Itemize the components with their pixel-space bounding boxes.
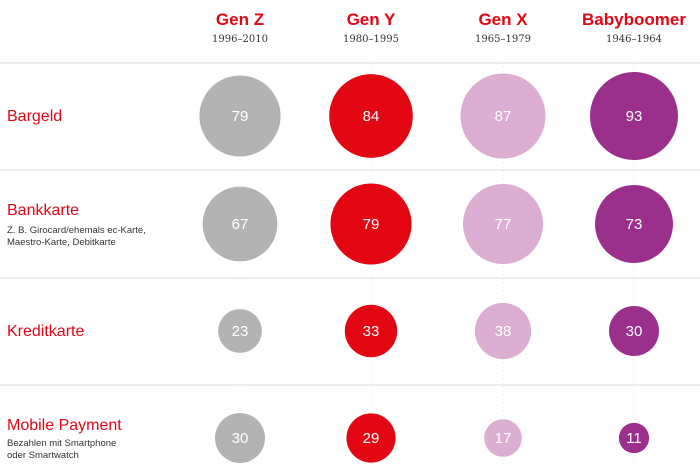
- bubble-gen-x-kreditkarte: [474, 302, 532, 360]
- column-headers: Gen Z 1996–2010 Gen Y 1980–1995 Gen X 1965–19…: [212, 10, 686, 45]
- row-sublabel-bankkarte-1: Z. B. Girocard/ehemals ec-Karte,: [7, 225, 146, 236]
- row-sublabel-mobile-payment-1: Bezahlen mit Smartphone: [7, 438, 116, 449]
- bubble-gen-y-bankkarte: [330, 183, 412, 265]
- header-gen-x: Gen X: [478, 10, 528, 29]
- bubble-gen-y-kreditkarte: [344, 304, 398, 358]
- header-years-gen-x: 1965–1979: [475, 34, 531, 45]
- value-label-gen-y-mobile-payment: 29: [363, 430, 380, 447]
- row-sublabel-bankkarte-2: Maestro-Karte, Debitkarte: [7, 237, 116, 248]
- bubble-babyboomer-kreditkarte: [609, 306, 659, 356]
- value-label-gen-z-kreditkarte: 23: [232, 323, 249, 340]
- header-gen-z: Gen Z: [216, 10, 264, 29]
- bubble-gen-x-bankkarte: [462, 183, 544, 265]
- value-label-gen-y-kreditkarte: 33: [363, 323, 380, 340]
- value-label-gen-z-bargeld: 79: [232, 108, 249, 125]
- row-sublabel-mobile-payment-2: oder Smartwatch: [7, 450, 79, 461]
- bubble-gen-z-bargeld: [199, 75, 281, 157]
- header-years-gen-z: 1996–2010: [212, 34, 268, 45]
- row-label-bankkarte: Bankkarte: [7, 202, 79, 219]
- bubble-gen-z-bankkarte: [202, 186, 278, 262]
- bubble-gen-z-kreditkarte: [218, 309, 262, 353]
- bubble-gen-x-bargeld: [460, 73, 546, 159]
- value-label-babyboomer-bargeld: 93: [626, 108, 643, 125]
- bubble-gen-y-mobile-payment: [346, 413, 396, 463]
- row-label-bargeld: Bargeld: [7, 108, 62, 125]
- row-label-mobile-payment: Mobile Payment: [7, 417, 122, 434]
- value-label-babyboomer-bankkarte: 73: [626, 216, 643, 233]
- row-label-kreditkarte: Kreditkarte: [7, 323, 84, 340]
- value-label-gen-x-bankkarte: 77: [495, 216, 512, 233]
- bubble-gen-z-mobile-payment: [215, 413, 265, 463]
- value-label-gen-x-bargeld: 87: [495, 108, 512, 125]
- value-label-gen-z-mobile-payment: 30: [232, 430, 249, 447]
- bubble-babyboomer-mobile-payment: [618, 422, 650, 454]
- row-labels: Bargeld Bankkarte Z. B. Girocard/ehemals e…: [7, 108, 146, 461]
- header-years-gen-y: 1980–1995: [343, 34, 399, 45]
- bubble-babyboomer-bargeld: [590, 72, 678, 160]
- header-years-babyboomer: 1946–1964: [606, 34, 662, 45]
- value-label-gen-y-bankkarte: 79: [363, 216, 380, 233]
- value-label-gen-z-bankkarte: 67: [232, 216, 249, 233]
- header-babyboomer: Babyboomer: [582, 10, 686, 29]
- value-label-gen-y-bargeld: 84: [363, 108, 380, 125]
- value-label-gen-x-kreditkarte: 38: [495, 323, 512, 340]
- value-label-babyboomer-kreditkarte: 30: [626, 323, 643, 340]
- bubble-layer: 79 67 23 30 84 79 33 29 87 77 38 17 93 73 30 11: [199, 72, 678, 463]
- bubble-babyboomer-bankkarte: [595, 185, 673, 263]
- value-label-babyboomer-mobile-payment: 11: [626, 430, 642, 447]
- bubble-gen-x-mobile-payment: [484, 419, 522, 457]
- value-label-gen-x-mobile-payment: 17: [495, 430, 512, 447]
- bubble-gen-y-bargeld: [329, 74, 413, 158]
- grid-layer: [0, 62, 700, 470]
- header-gen-y: Gen Y: [347, 10, 396, 29]
